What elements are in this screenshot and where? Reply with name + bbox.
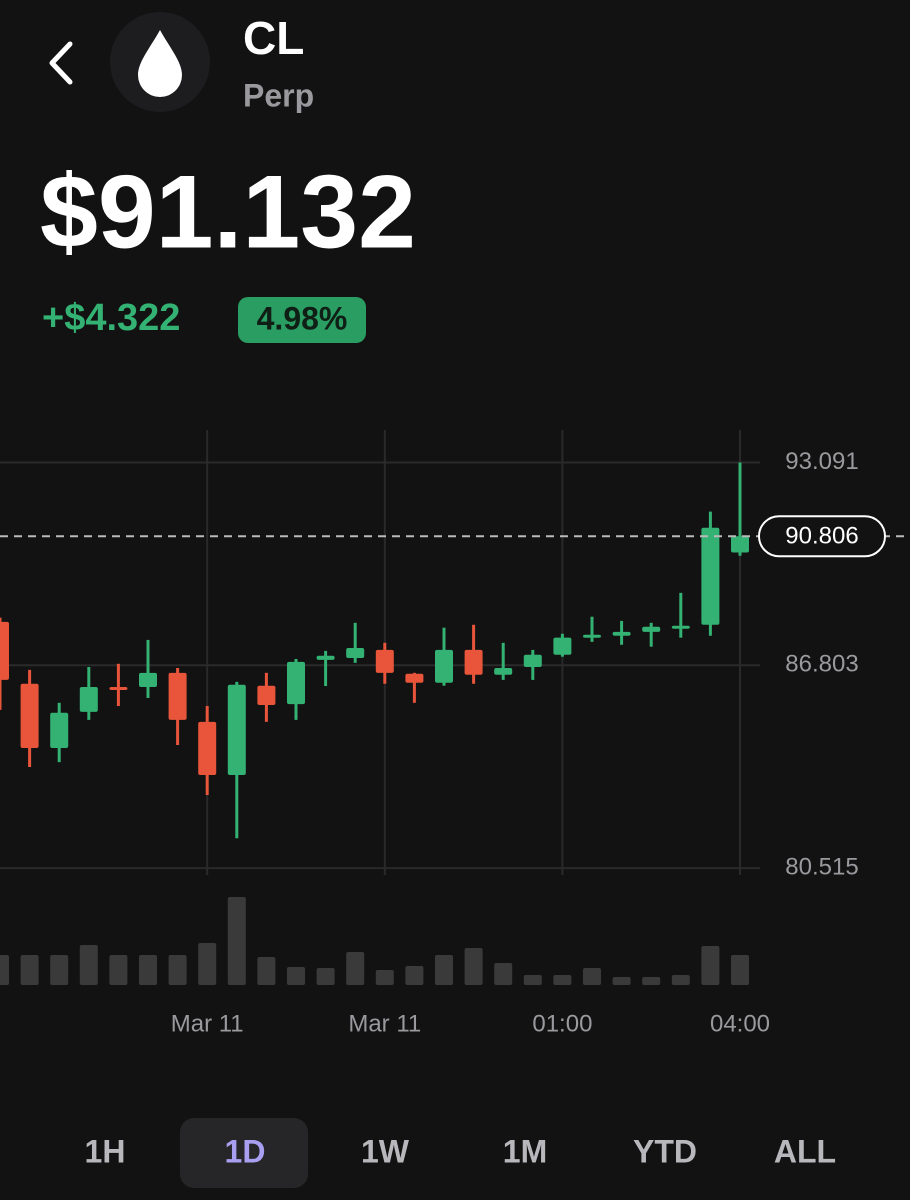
volume-bar xyxy=(612,977,631,985)
volume-bar xyxy=(553,975,572,985)
candle-body xyxy=(435,649,453,683)
last-price-pill xyxy=(758,515,886,558)
volume-bar xyxy=(109,955,128,985)
x-tick-label: 04:00 xyxy=(710,1010,770,1037)
candle-body xyxy=(583,634,601,638)
x-tick-label: 01:00 xyxy=(532,1010,592,1037)
price: $91.132 xyxy=(40,154,416,270)
candle-body xyxy=(464,649,483,675)
volume-bar xyxy=(287,967,305,985)
candle-body xyxy=(553,637,572,655)
y-tick-label: 80.515 xyxy=(785,853,858,880)
range-tab[interactable]: ALL xyxy=(774,1133,836,1169)
volume-bar xyxy=(701,946,720,985)
candle-body xyxy=(227,684,246,776)
x-tick-label: Mar 11 xyxy=(171,1010,244,1037)
change: +$4.322 xyxy=(42,297,180,339)
volume-bar xyxy=(731,955,749,985)
candle-body xyxy=(109,687,128,691)
y-tick-label: 93.091 xyxy=(785,448,858,475)
volume-bar xyxy=(0,955,9,985)
tab-highlight xyxy=(180,1118,308,1188)
last-price-label: 90.806 xyxy=(785,523,858,550)
volume-bar xyxy=(227,897,246,985)
volume-bar xyxy=(257,957,276,985)
volume-bar xyxy=(583,968,601,985)
x-tick-label: Mar 11 xyxy=(348,1010,421,1037)
volume-bar xyxy=(50,955,69,985)
symbol: CL xyxy=(243,12,304,64)
range-tab[interactable]: 1W xyxy=(361,1133,410,1169)
volume-bar xyxy=(375,970,394,985)
change-percent: 4.98% xyxy=(257,300,348,336)
candle-body xyxy=(50,712,69,748)
change-badge xyxy=(238,297,366,343)
candle-body xyxy=(375,649,394,673)
volume-bar xyxy=(671,975,690,985)
range-tab[interactable]: 1M xyxy=(503,1133,547,1169)
candle-body xyxy=(701,527,720,625)
volume-bar xyxy=(494,963,513,985)
volume-bar xyxy=(316,968,335,985)
drop-icon xyxy=(138,30,182,97)
candle-body xyxy=(405,673,424,683)
volume-bar xyxy=(20,955,39,985)
candle-body xyxy=(671,625,690,629)
candle-body xyxy=(198,721,217,776)
candle-body xyxy=(79,687,98,712)
volume-bar xyxy=(642,977,661,985)
volume-bar xyxy=(464,948,483,985)
candle-body xyxy=(494,667,513,675)
volume-bar xyxy=(79,945,98,985)
volume-bar xyxy=(523,975,542,985)
candle-body xyxy=(731,536,749,553)
range-tab[interactable]: 1H xyxy=(85,1133,126,1169)
candle-body xyxy=(0,621,9,680)
range-tab[interactable]: 1D xyxy=(225,1133,266,1169)
volume-bar xyxy=(139,955,157,985)
volume-bar xyxy=(405,966,424,985)
candle-body xyxy=(139,672,157,688)
candle-body xyxy=(346,647,365,658)
candle-body xyxy=(612,631,631,636)
volume-bar xyxy=(346,952,365,985)
volume-bar xyxy=(435,955,453,985)
volume-bar xyxy=(198,943,217,985)
candle-body xyxy=(20,683,39,748)
candle-body xyxy=(168,672,187,720)
subtitle: Perp xyxy=(243,77,314,113)
candle-body xyxy=(316,655,335,660)
back-button[interactable] xyxy=(49,41,73,85)
candle-body xyxy=(642,626,661,632)
volume-bar xyxy=(168,955,187,985)
candle-body xyxy=(287,661,305,705)
candle-body xyxy=(257,685,276,706)
y-tick-label: 86.803 xyxy=(785,651,858,678)
range-tab[interactable]: YTD xyxy=(633,1133,697,1169)
candle-body xyxy=(523,654,542,668)
